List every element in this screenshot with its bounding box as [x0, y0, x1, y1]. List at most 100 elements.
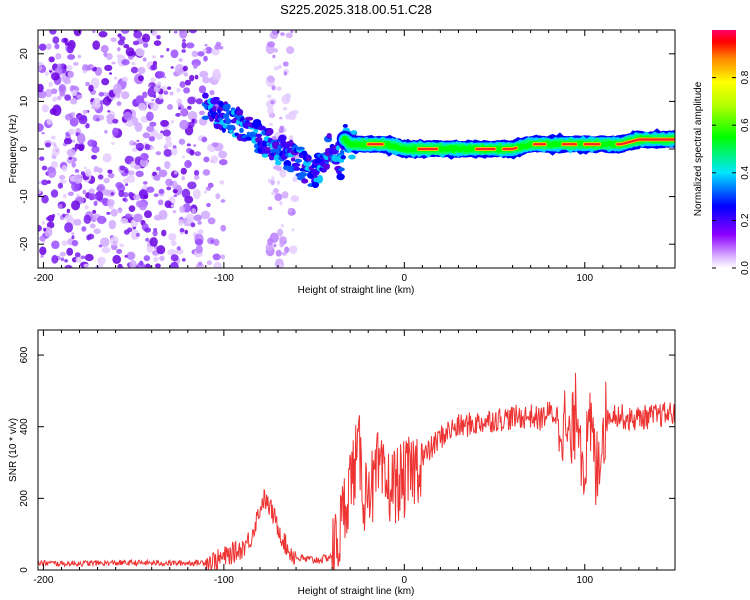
colorbar-tick-label: 0.4 [740, 165, 750, 179]
spectrogram-signal-blob [294, 158, 303, 163]
spectrogram-noise-blob [213, 261, 222, 268]
spectrogram-noise-blob [199, 70, 209, 78]
spectrogram-noise-blob [288, 207, 292, 213]
spectrogram-noise-blob [72, 61, 79, 66]
spectrogram-noise-blob [289, 245, 298, 255]
spectrogram-noise-blob [56, 212, 61, 216]
spectrogram-noise-blob [132, 40, 140, 46]
snr-x-tick-label: 100 [576, 575, 593, 586]
spectrogram-noise-blob [119, 165, 126, 171]
spectrogram-noise-blob [150, 77, 156, 83]
spectrogram-noise-blob [220, 254, 226, 260]
spectrogram-noise-blob [107, 169, 113, 174]
spectrogram-noise-blob [276, 180, 281, 185]
spectrogram-noise-blob [44, 71, 49, 77]
spectrogram-signal-blob [293, 166, 301, 171]
spectrogram-noise-blob [104, 64, 113, 72]
spectrogram-noise-blob [143, 255, 151, 262]
spectrogram-noise-blob [272, 54, 276, 59]
spectrogram-noise-blob [165, 178, 173, 187]
spectrogram-noise-blob [137, 147, 143, 152]
spectrogram-noise-blob [84, 253, 94, 262]
spectrogram-noise-blob [266, 41, 276, 48]
spectrogram-noise-blob [270, 179, 275, 186]
spectrogram-noise-blob [137, 66, 146, 75]
spectrogram-noise-blob [180, 167, 187, 175]
snr-x-tick-label: 0 [402, 575, 408, 586]
spectrogram-noise-blob [76, 94, 83, 100]
spectrogram-noise-blob [181, 176, 185, 181]
spectrogram-noise-blob [105, 52, 113, 61]
spectrogram-noise-blob [85, 65, 92, 71]
spectrogram-noise-blob [88, 188, 95, 194]
spectrogram-noise-blob [110, 208, 118, 217]
spectrogram-noise-blob [101, 78, 110, 86]
spectrogram-y-tick-label: 0 [19, 146, 30, 152]
spectrogram-signal-blob [273, 154, 280, 162]
spectrogram-noise-blob [38, 90, 47, 99]
spectrogram-noise-blob [200, 210, 211, 220]
spectrogram-noise-blob [178, 138, 186, 145]
spectrogram-signal-blob [212, 96, 220, 101]
spectrogram-noise-blob [183, 72, 189, 77]
spectrogram-noise-blob [153, 40, 162, 47]
spectrogram-hot-core [502, 146, 518, 151]
spectrogram-noise-blob [55, 106, 61, 112]
spectrogram-noise-blob [85, 123, 90, 129]
spectrogram-noise-blob [76, 133, 86, 144]
spectrogram-signal-blob [295, 146, 305, 151]
spectrogram-noise-blob [131, 147, 138, 152]
spectrogram-noise-blob [57, 203, 63, 209]
spectrogram-noise-blob [41, 221, 46, 225]
spectrogram-noise-blob [38, 83, 44, 93]
spectrogram-noise-blob [38, 181, 42, 184]
spectrogram-noise-blob [197, 261, 203, 267]
spectrogram-noise-blob [271, 85, 276, 91]
spectrogram-noise-blob [38, 224, 43, 232]
spectrogram-noise-blob [38, 62, 42, 65]
spectrogram-noise-blob [93, 200, 98, 207]
spectrogram-noise-blob [156, 81, 162, 87]
spectrogram-noise-blob [52, 145, 60, 156]
spectrogram-noise-blob [165, 141, 173, 148]
spectrogram-noise-blob [152, 230, 158, 237]
spectrogram-noise-blob [74, 252, 81, 258]
spectrogram-noise-blob [64, 259, 68, 263]
spectrogram-noise-blob [190, 222, 196, 228]
spectrogram-x-tick-label: 100 [576, 273, 593, 284]
spectrogram-noise-blob [269, 122, 273, 127]
spectrogram-noise-blob [167, 249, 177, 256]
spectrogram-noise-blob [142, 57, 147, 62]
spectrogram-noise-blob [61, 240, 68, 246]
spectrogram-signal-blob [348, 154, 356, 160]
spectrogram-noise-blob [78, 144, 85, 152]
spectrogram-noise-blob [91, 67, 97, 72]
spectrogram-noise-blob [288, 135, 294, 142]
spectrogram-noise-blob [195, 98, 203, 105]
spectrogram-noise-blob [106, 113, 115, 121]
spectrogram-noise-blob [100, 237, 110, 248]
spectrogram-noise-blob [98, 244, 103, 248]
spectrogram-noise-blob [160, 130, 164, 134]
spectrogram-noise-blob [204, 43, 208, 47]
spectrogram-noise-blob [282, 61, 289, 67]
spectrogram-signal-blob [236, 109, 243, 117]
spectrogram-noise-blob [165, 135, 172, 143]
spectrogram-noise-blob [156, 34, 161, 40]
spectrogram-noise-blob [144, 210, 152, 219]
spectrogram-noise-blob [117, 184, 126, 193]
spectrogram-noise-blob [52, 96, 58, 103]
spectrogram-noise-blob [212, 253, 221, 261]
snr-y-tick-label: 600 [19, 346, 30, 363]
spectrogram-noise-blob [158, 169, 168, 178]
spectrogram-noise-blob [146, 111, 154, 122]
spectrogram-noise-blob [93, 228, 101, 235]
spectrogram-noise-blob [192, 63, 198, 69]
spectrogram-noise-blob [173, 171, 178, 175]
spectrogram-noise-blob [195, 244, 203, 254]
spectrogram-noise-blob [138, 75, 144, 82]
spectrogram-noise-blob [279, 116, 283, 120]
spectrogram-signal-blob [244, 116, 254, 121]
spectrogram-noise-blob [92, 40, 101, 50]
spectrogram-noise-blob [143, 194, 149, 199]
